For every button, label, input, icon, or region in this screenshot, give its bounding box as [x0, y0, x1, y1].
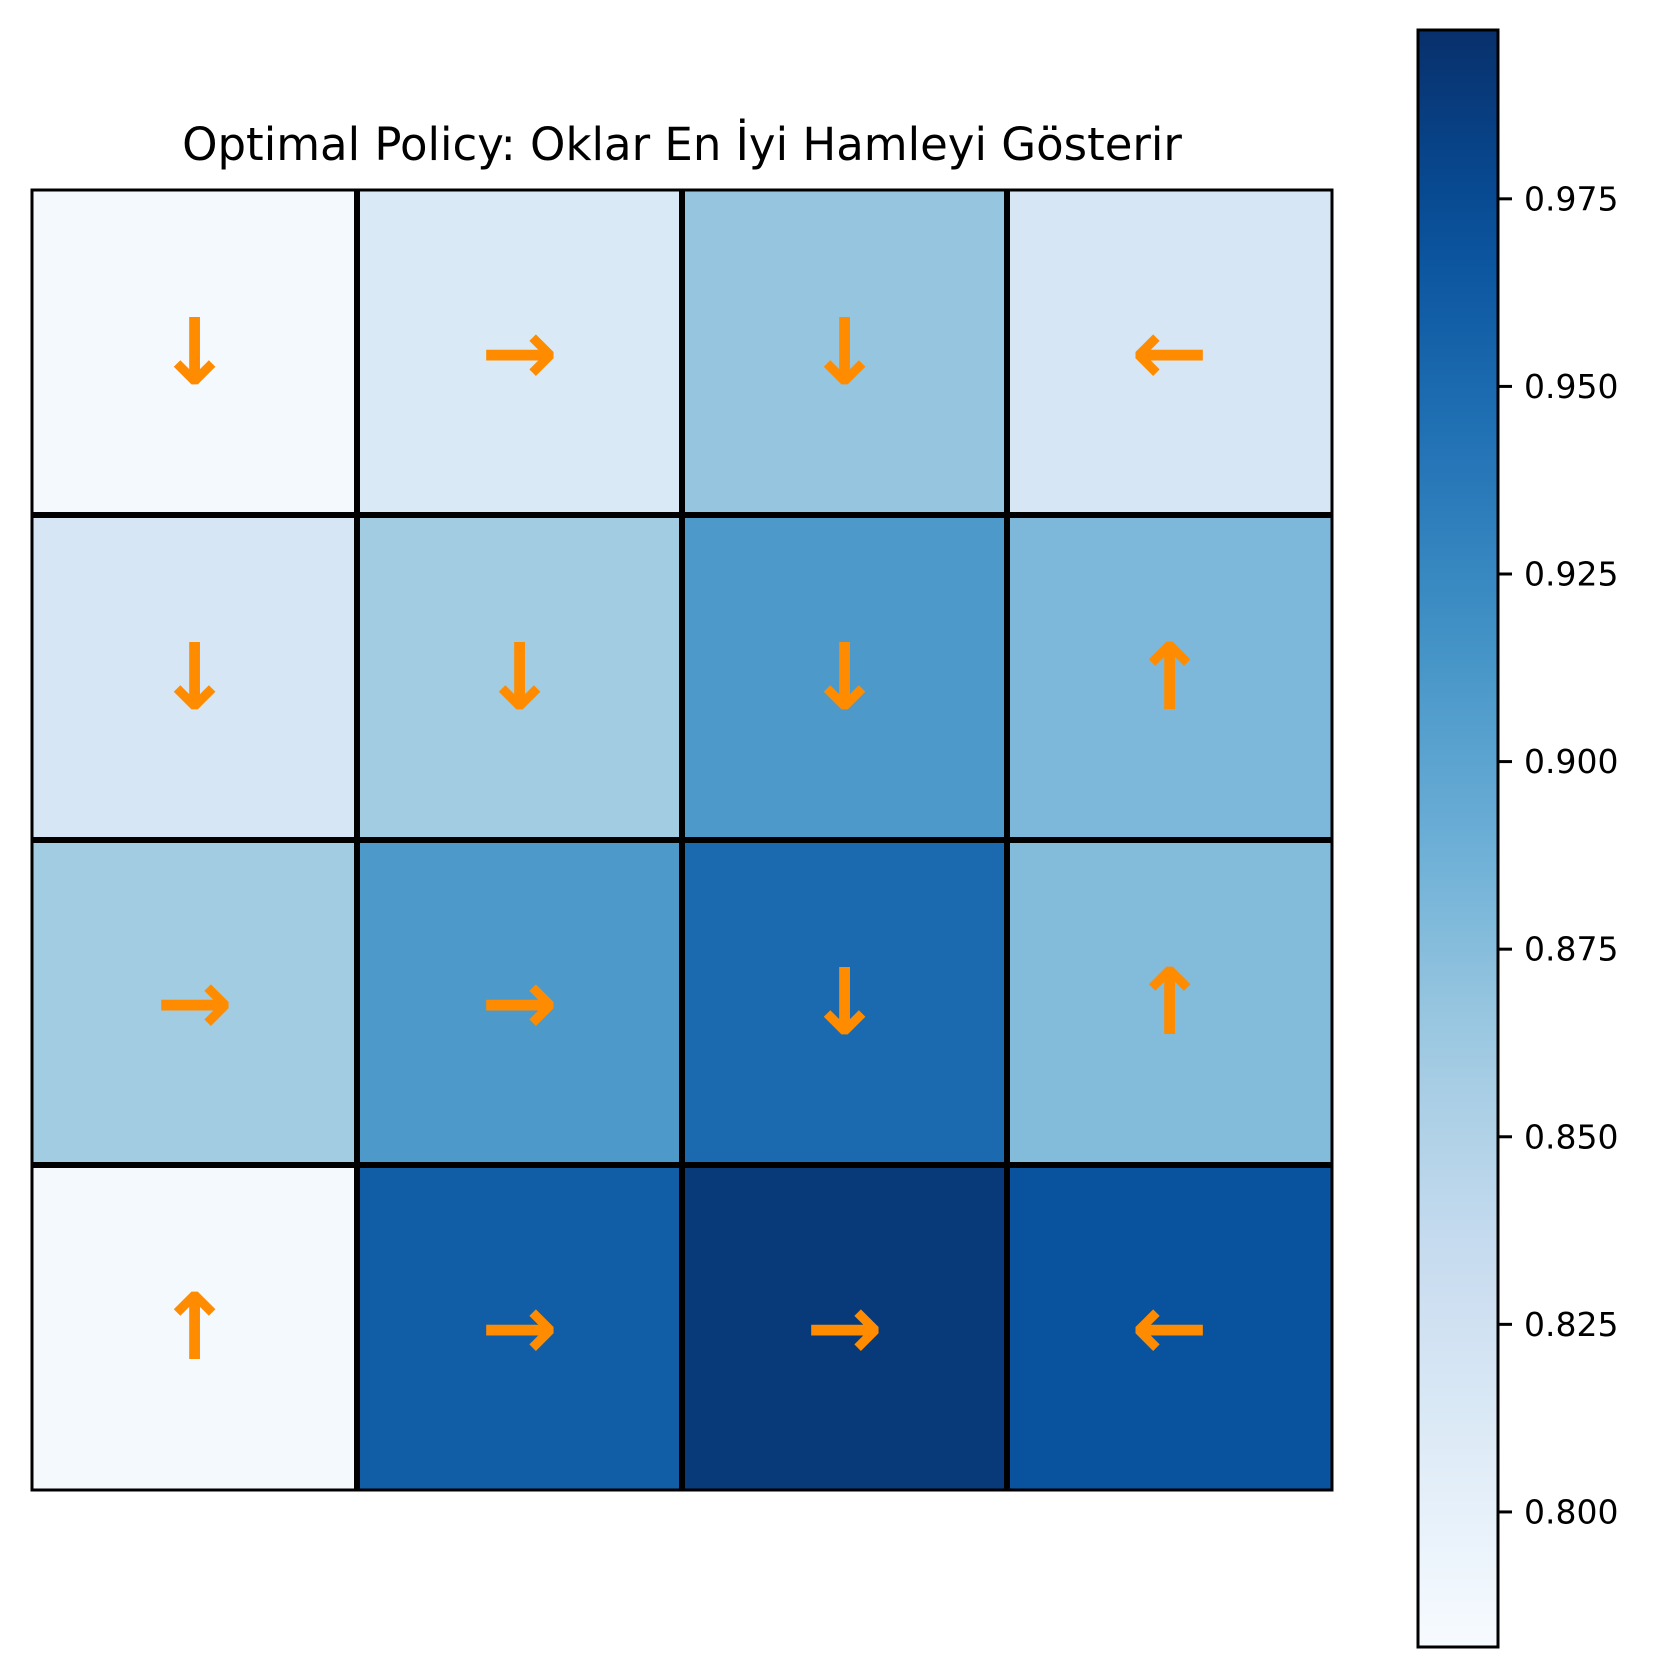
heatmap-cell-r2-c0	[32, 840, 357, 1165]
heatmap-cell-r2-c3	[1007, 840, 1332, 1165]
colorbar: 0.800 0.825 0.850 0.875 0.900 0.925 0.950 0.975	[1416, 28, 1618, 1649]
colorbar-tick-label: 0.950	[1524, 367, 1618, 406]
colorbar-tick-label: 0.975	[1524, 179, 1618, 218]
policy-arrow-r3-c1: →	[481, 1274, 558, 1381]
colorbar-tick-label: 0.900	[1524, 742, 1618, 781]
policy-arrow-r0-c3: ←	[1131, 299, 1208, 406]
policy-arrow-r3-c0: ↑	[156, 1274, 233, 1381]
heatmap-cell-r3-c0	[32, 1165, 357, 1490]
heatmap-cell-r0-c3	[1007, 190, 1332, 515]
policy-arrow-r1-c3: ↑	[1131, 624, 1208, 731]
heatmap-cell-r0-c2	[682, 190, 1007, 515]
colorbar-tick-label: 0.925	[1524, 555, 1618, 594]
colorbar-tick-label: 0.825	[1524, 1305, 1618, 1344]
policy-arrow-r2-c3: ↑	[1131, 949, 1208, 1056]
heatmap-cell-r0-c1	[357, 190, 682, 515]
heatmap-cell-r1-c0	[32, 515, 357, 840]
policy-arrow-r0-c2: ↓	[806, 299, 883, 406]
colorbar-tick-label: 0.875	[1524, 930, 1618, 969]
policy-arrow-r1-c0: ↓	[156, 624, 233, 731]
policy-arrow-r3-c3: ←	[1131, 1274, 1208, 1381]
policy-arrow-r3-c2: →	[806, 1274, 883, 1381]
grid-lines	[30, 188, 1334, 1492]
policy-arrow-r0-c0: ↓	[156, 299, 233, 406]
heatmap-cell-r3-c1	[357, 1165, 682, 1490]
heatmap-cell-r3-c2	[682, 1165, 1007, 1490]
colorbar-gradient	[1418, 30, 1498, 1647]
colorbar-tick-label: 0.800	[1524, 1492, 1618, 1531]
heatmap-cell-r1-c1	[357, 515, 682, 840]
heatmap-cell-r1-c3	[1007, 515, 1332, 840]
colorbar-frame	[1416, 28, 1500, 1649]
policy-arrow-r1-c1: ↓	[481, 624, 558, 731]
chart-title: Optimal Policy: Oklar En İyi Hamleyi Gös…	[182, 118, 1182, 171]
heatmap-cells	[32, 190, 1332, 1490]
heatmap-cell-r3-c3	[1007, 1165, 1332, 1490]
policy-arrow-r2-c2: ↓	[806, 949, 883, 1056]
policy-arrow-r1-c2: ↓	[806, 624, 883, 731]
heatmap-cell-r0-c0	[32, 190, 357, 515]
colorbar-tick-label: 0.850	[1524, 1117, 1618, 1156]
policy-arrow-r2-c0: →	[156, 949, 233, 1056]
policy-arrow-r0-c1: →	[481, 299, 558, 406]
heatmap-cell-r1-c2	[682, 515, 1007, 840]
policy-arrows: ↓ → ↓ ← ↓ ↓ ↓ ↑ → → ↓ ↑ ↑ → → ←	[156, 299, 1208, 1381]
heatmap-cell-r2-c1	[357, 840, 682, 1165]
heatmap-frame	[30, 188, 1334, 1492]
policy-arrow-r2-c1: →	[481, 949, 558, 1056]
heatmap-cell-r2-c2	[682, 840, 1007, 1165]
